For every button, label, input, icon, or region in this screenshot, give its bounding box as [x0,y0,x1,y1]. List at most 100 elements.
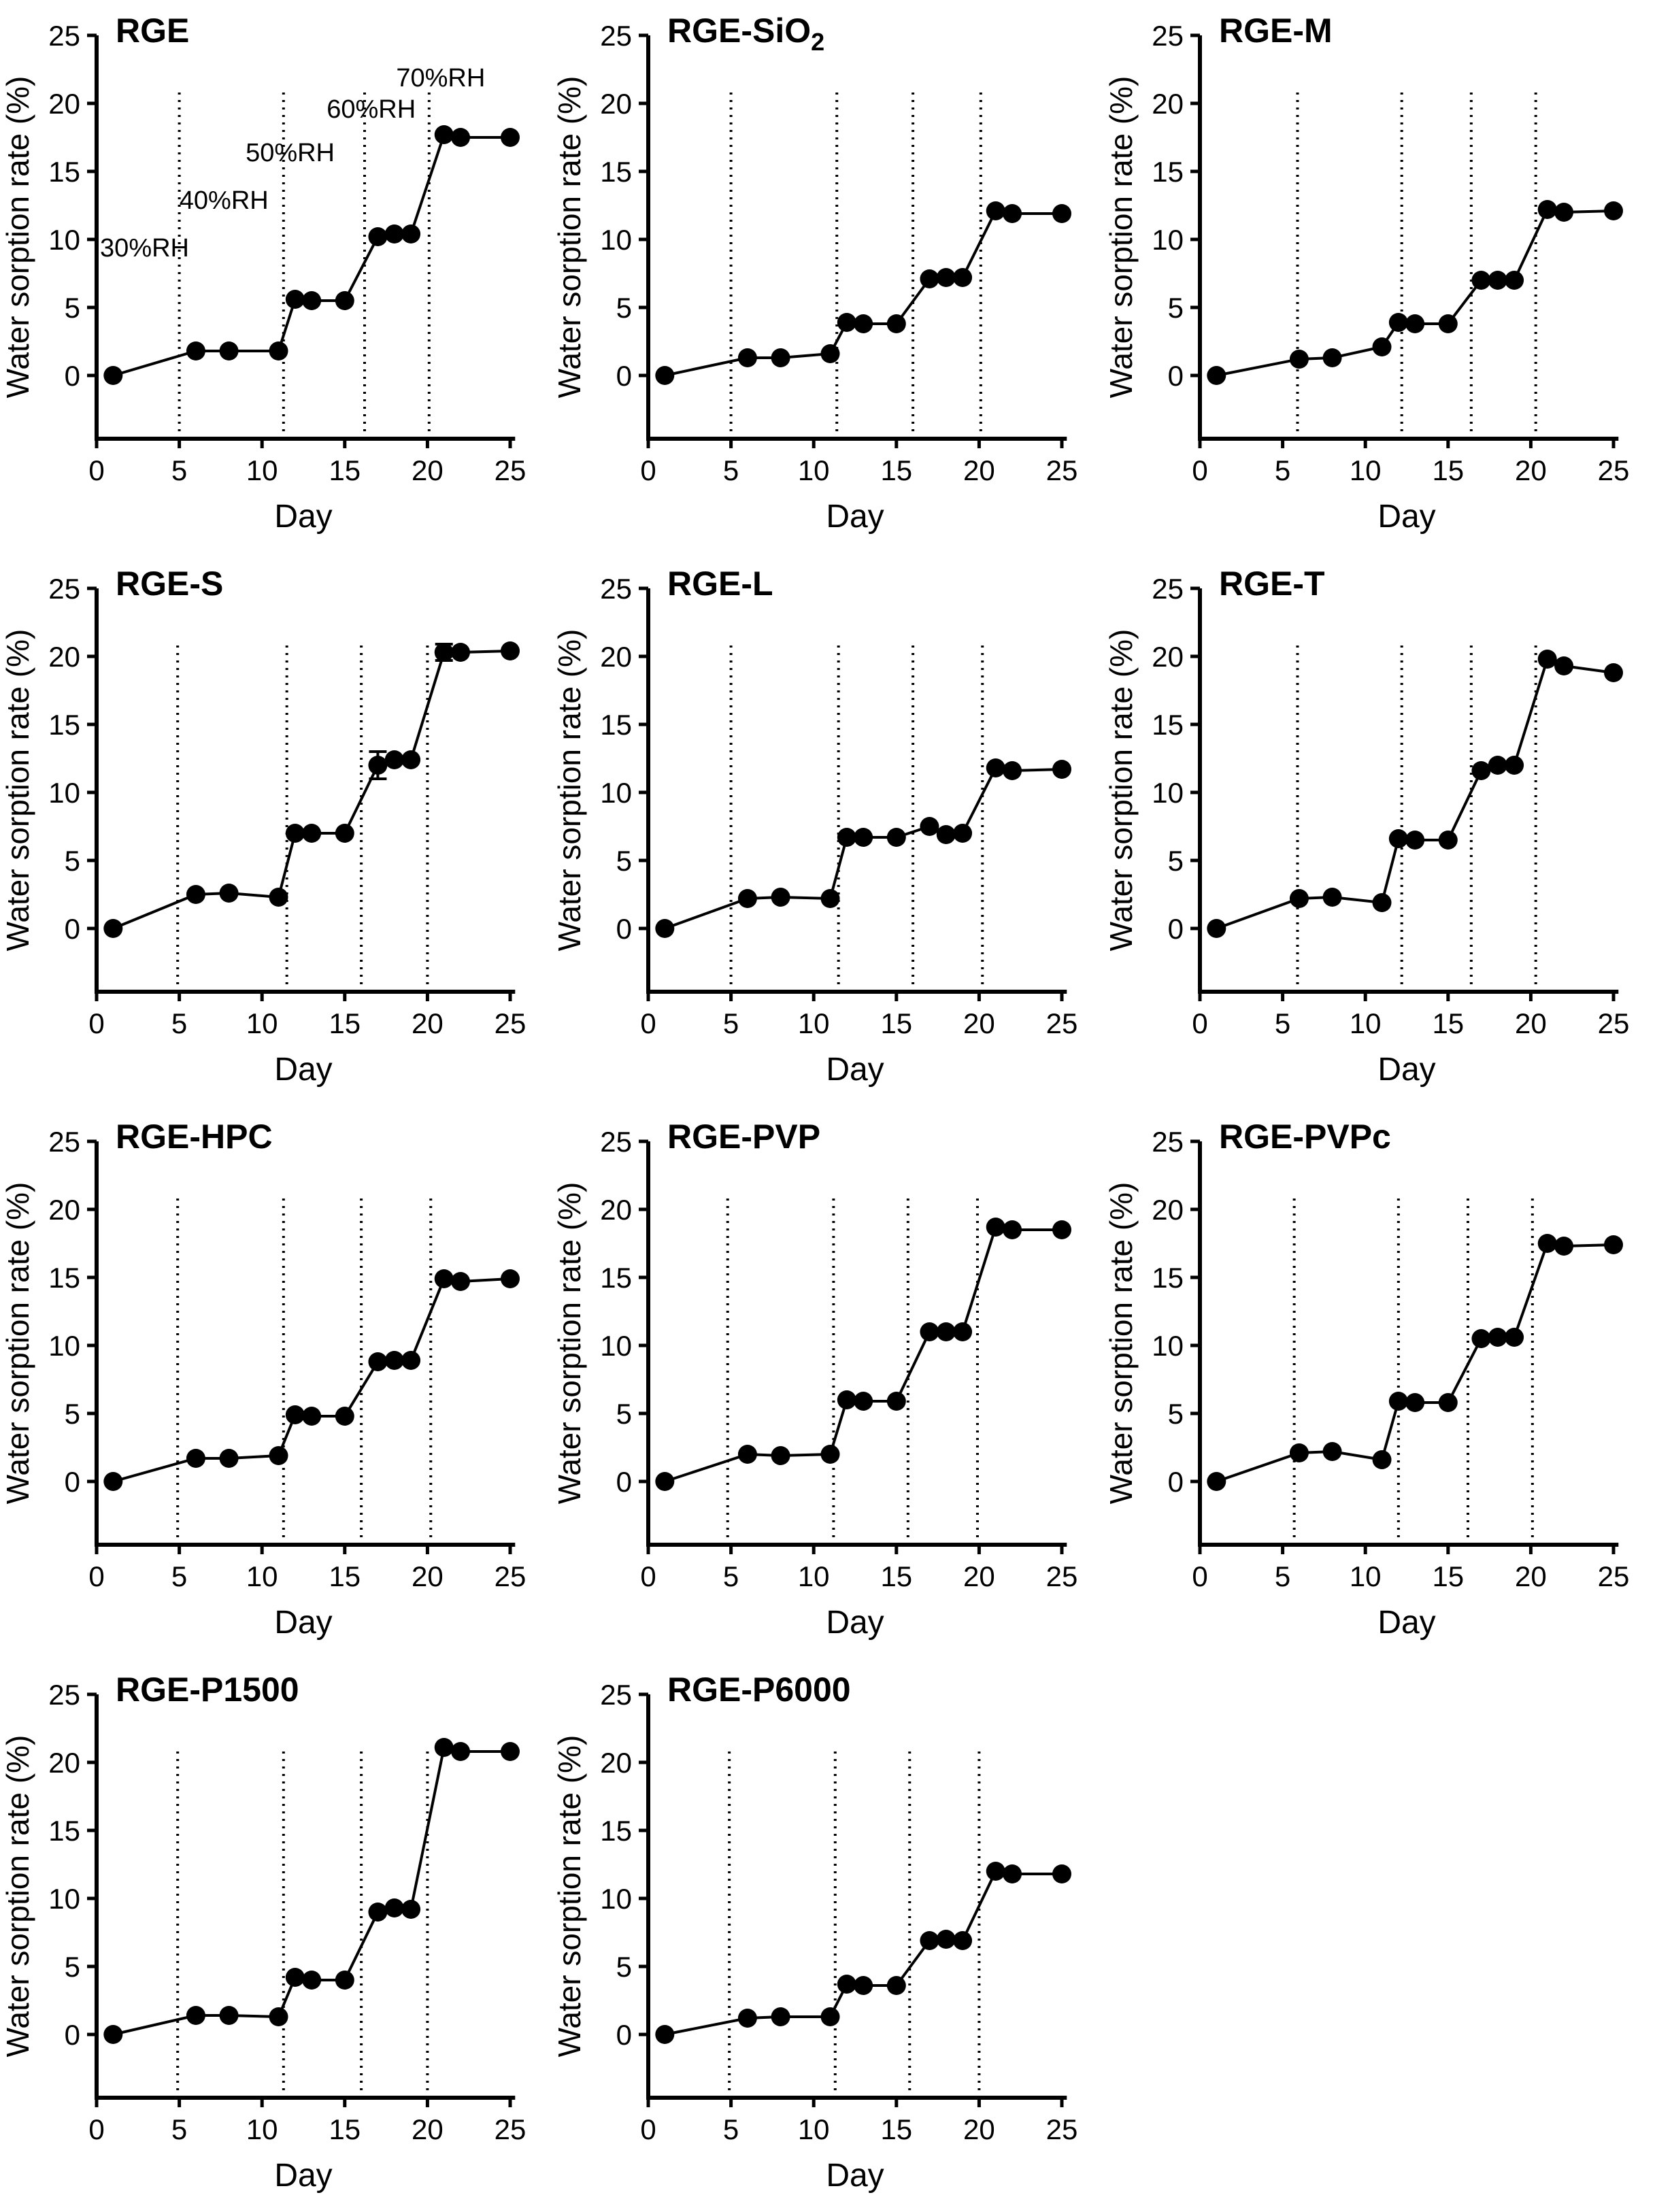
data-point [1289,889,1309,908]
data-point [820,344,840,363]
y-axis-label: Water sorption rate (%) [1103,1182,1139,1505]
subplot-RGE-SiO2: 0 5 10 15 20 25 0 5 10 15 20 25 Day Water sorption ra… [552,0,1103,553]
data-point [103,919,123,938]
data-point [953,268,973,287]
y-tick-label: 25 [600,573,632,605]
data-point [103,366,123,385]
y-tick-label: 10 [48,224,80,256]
data-point [186,885,205,904]
subplot-title: RGE [116,12,189,50]
y-tick-label: 20 [600,88,632,120]
y-tick-label: 10 [1152,1330,1184,1362]
data-point [285,1405,305,1424]
rh-annotation: 50%RH [246,139,335,167]
data-point [920,1931,939,1950]
x-axis-label: Day [274,2158,332,2194]
data-point [269,888,288,907]
y-tick-label: 20 [600,1194,632,1226]
chart-RGE-P6000: 0 5 10 15 20 25 0 5 10 15 20 25 Day Water sorption ra… [552,1671,1077,2194]
x-tick-label: 5 [1275,1007,1290,1039]
empty-cell [1103,1659,1655,2212]
data-line [664,1869,1062,2036]
y-axis-label: Water sorption rate (%) [1103,629,1139,952]
y-tick-label: 0 [65,913,80,945]
x-tick-label: 0 [1192,1007,1207,1039]
data-point [335,291,354,310]
y-tick-label: 10 [48,1883,80,1915]
data-point [1289,350,1309,369]
data-point [302,1971,322,1990]
data-point [771,2007,790,2026]
x-tick-label: 20 [1515,1007,1547,1039]
data-point [1604,201,1623,220]
x-axis-label: Day [274,499,332,535]
data-point [368,1352,388,1371]
chart-RGE-P1500: 0 5 10 15 20 25 0 5 10 15 20 25 Day Water sorption ra… [0,1671,526,2194]
data-point [1003,761,1022,780]
y-tick-label: 20 [48,1747,80,1779]
data-point [986,1218,1005,1237]
x-tick-label: 5 [1275,1560,1290,1592]
data-point [1003,1864,1022,1883]
subplot-RGE-L: 0 5 10 15 20 25 0 5 10 15 20 25 Day Water sorption ra… [552,553,1103,1106]
data-point [920,817,939,836]
x-tick-label: 25 [495,1007,526,1039]
data-point [1052,1864,1071,1883]
data-point [737,2009,757,2028]
y-tick-label: 15 [1152,709,1184,741]
y-tick-label: 25 [600,20,632,52]
x-tick-label: 5 [723,2113,739,2145]
subplot-RGE: 0 5 10 15 20 25 0 5 10 15 20 25 Day Water sorption ra… [0,0,552,553]
data-point [986,201,1005,220]
y-tick-label: 10 [600,1883,632,1915]
data-point [1471,1329,1491,1348]
data-point [1488,756,1507,775]
data-line [664,1225,1062,1483]
data-point [1505,271,1524,290]
data-point [285,290,305,309]
data-point [1207,1472,1226,1491]
data-line [1216,207,1614,377]
chart-RGE-PVP: 0 5 10 15 20 25 0 5 10 15 20 25 Day Water sorption ra… [552,1118,1077,1641]
data-point [953,1322,973,1341]
chart-RGE-L: 0 5 10 15 20 25 0 5 10 15 20 25 Day Water sorption ra… [552,565,1077,1088]
y-tick-label: 5 [65,292,80,324]
x-axis-label: Day [826,499,884,535]
data-point [655,1472,675,1491]
x-tick-label: 20 [412,1007,444,1039]
y-tick-label: 25 [600,1679,632,1711]
data-point [401,1900,421,1919]
x-tick-label: 15 [329,454,361,486]
x-tick-label: 15 [880,1560,912,1592]
x-tick-label: 5 [171,1007,187,1039]
data-point [1207,919,1226,938]
x-tick-label: 0 [88,2113,104,2145]
y-tick-label: 20 [1152,1194,1184,1226]
data-point [837,1975,856,1994]
data-point [219,1449,239,1468]
y-tick-label: 0 [1168,360,1184,392]
x-tick-label: 0 [640,1007,656,1039]
x-tick-label: 25 [495,454,526,486]
y-tick-label: 5 [616,292,632,324]
x-tick-label: 15 [880,454,912,486]
data-point [401,750,421,769]
data-point [384,750,404,769]
x-axis-label: Day [826,1052,884,1088]
data-point [219,341,239,361]
subplot-title: RGE-SiO2 [667,12,824,56]
y-tick-label: 10 [600,1330,632,1362]
data-point [1207,366,1226,385]
y-tick-label: 20 [48,88,80,120]
subplot-RGE-S: 0 5 10 15 20 25 0 5 10 15 20 25 Day Water sorption ra… [0,553,552,1106]
chart-RGE-S: 0 5 10 15 20 25 0 5 10 15 20 25 Day Water sorption ra… [0,565,526,1088]
data-point [820,2007,840,2026]
data-point [886,1976,906,1995]
x-tick-label: 0 [640,1560,656,1592]
data-point [1537,1234,1557,1253]
y-tick-label: 5 [65,845,80,877]
data-point [451,643,471,662]
data-point [1322,348,1342,367]
data-point [771,348,790,367]
y-tick-label: 20 [1152,641,1184,673]
